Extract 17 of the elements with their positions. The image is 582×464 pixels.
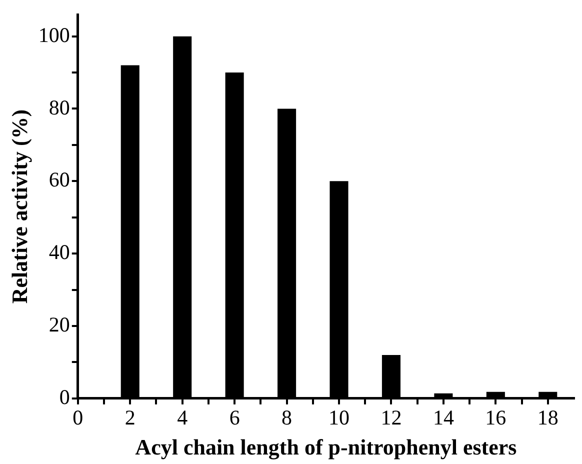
x-tick-label: 2 <box>124 406 136 430</box>
y-axis-title: Relative activity (%) <box>6 109 32 304</box>
y-tick-label: 40 <box>48 240 70 264</box>
x-tick-label: 12 <box>380 406 402 430</box>
y-tick-label: 20 <box>48 312 70 336</box>
y-tick-label: 100 <box>38 22 70 47</box>
x-axis-title: Acyl chain length of p-nitrophenyl esters <box>135 434 518 460</box>
x-tick-label: 16 <box>485 406 506 430</box>
x-tick-label: 4 <box>177 406 188 430</box>
x-tick-label: 6 <box>229 406 240 430</box>
y-tick-label: 80 <box>48 95 70 120</box>
x-tick-label: 18 <box>537 406 558 430</box>
x-tick-label: 10 <box>328 406 350 430</box>
y-tick-label: 0 <box>59 384 70 409</box>
x-tick-label: 8 <box>282 406 292 430</box>
x-tick-label: 14 <box>432 406 454 430</box>
y-tick-label: 60 <box>48 168 70 192</box>
